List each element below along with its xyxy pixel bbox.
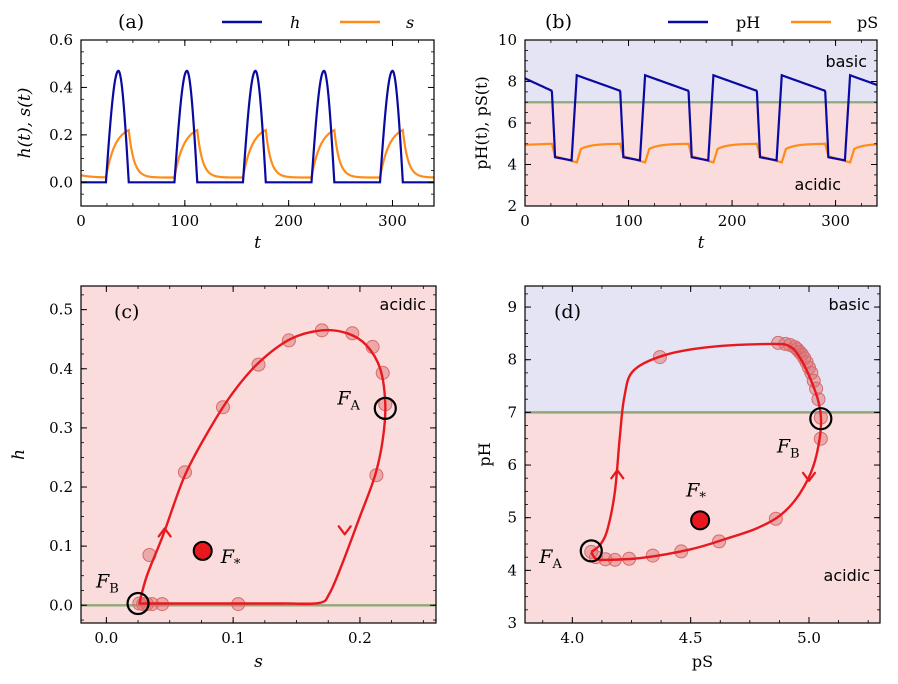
acidic-region: [81, 286, 436, 623]
y-tick-label: 4: [507, 156, 517, 174]
acidic-region: [525, 102, 877, 206]
series-pH-line: [525, 73, 877, 162]
region-label-basic: basic: [825, 52, 867, 71]
legend-pH-label: pH: [736, 13, 760, 32]
fixed-point-label: FB: [776, 436, 800, 462]
fixed-point-marker: [126, 591, 150, 616]
y-tick-label: 0.3: [49, 419, 73, 437]
x-tick-label: 0.0: [94, 629, 118, 647]
y-tick-label: 0.4: [49, 360, 73, 378]
fixed-point-label: FA: [538, 546, 562, 572]
legend-h-label: h: [290, 13, 300, 32]
region-label-acidic: acidic: [380, 295, 426, 314]
y-tick-label: 7: [507, 403, 517, 421]
panel-frame-4: [524, 285, 881, 624]
x-tick-label: 0: [76, 212, 86, 230]
y-tick-label: 6: [507, 114, 517, 132]
y-tick-label: 4: [507, 561, 517, 579]
y-tick-label: 9: [507, 298, 517, 316]
x-tick-label: 4.5: [679, 629, 703, 647]
x-axis-label: t: [254, 233, 261, 253]
direction-arrow: [801, 471, 817, 482]
basic-region: [525, 40, 877, 103]
y-axis-label: h: [9, 449, 29, 460]
x-axis-label: pS: [692, 652, 713, 671]
legend-pS-label: pS: [857, 13, 878, 32]
panel-label-a: (a): [118, 11, 144, 33]
y-tick-label: 6: [507, 456, 517, 474]
x-tick-label: 100: [614, 212, 643, 230]
x-axis-label: t: [698, 233, 705, 253]
panel-label-b: (b): [545, 11, 572, 33]
fixed-point-marker: [192, 540, 213, 561]
fixed-point-marker: [690, 510, 711, 531]
y-tick-label: 10: [498, 31, 517, 49]
y-axis-label: h(t), s(t): [15, 88, 35, 159]
y-tick-label: 0.5: [49, 301, 73, 319]
series-s-line: [81, 128, 434, 180]
x-axis-label: s: [254, 652, 263, 672]
y-tick-label: 0.6: [49, 31, 73, 49]
x-tick-label: 4.0: [560, 629, 584, 647]
x-tick-label: 0.2: [348, 629, 372, 647]
fixed-point-marker: [373, 396, 397, 420]
limit-cycle-trajectory: [138, 328, 387, 605]
fixed-point-label: FA: [336, 387, 360, 413]
fixed-point-marker: [809, 407, 833, 431]
fixed-point-marker: [579, 539, 603, 563]
fixed-point-label: F*: [220, 546, 241, 572]
direction-arrow: [157, 527, 172, 538]
y-tick-label: 0.0: [49, 173, 73, 191]
x-tick-label: 300: [821, 212, 850, 230]
y-tick-label: 0.2: [49, 126, 73, 144]
y-tick-label: 3: [507, 614, 517, 632]
fixed-point-label: FB: [95, 570, 119, 596]
series-h-line: [81, 69, 434, 184]
x-tick-label: 5.0: [797, 629, 821, 647]
y-tick-label: 0.4: [49, 78, 73, 96]
direction-arrow: [610, 469, 625, 480]
y-axis-label: pH: [475, 442, 494, 466]
y-tick-label: 8: [507, 73, 517, 91]
y-tick-label: 5: [507, 509, 517, 527]
y-tick-label: 8: [507, 351, 517, 369]
legend-s-label: s: [406, 13, 414, 32]
x-tick-label: 200: [274, 212, 303, 230]
panel-label-d: (d): [554, 301, 581, 323]
y-tick-label: 2: [507, 197, 517, 215]
region-label-acidic: acidic: [824, 566, 870, 585]
region-label-acidic: acidic: [795, 175, 841, 194]
x-tick-label: 0: [520, 212, 530, 230]
x-tick-label: 300: [378, 212, 407, 230]
y-axis-label: pH(t), pS(t): [472, 76, 491, 169]
limit-cycle-trajectory: [590, 342, 823, 562]
trajectory-marker: [790, 342, 805, 357]
y-tick-label: 0.1: [49, 537, 73, 555]
fixed-point-label: F*: [685, 479, 706, 505]
panel-label-c: (c): [114, 301, 139, 323]
x-tick-label: 200: [718, 212, 747, 230]
x-tick-label: 0.1: [221, 629, 245, 647]
basic-region: [525, 286, 880, 413]
y-tick-label: 0.2: [49, 478, 73, 496]
panel-frame-3: [80, 285, 437, 624]
region-label-basic: basic: [828, 295, 870, 314]
x-tick-label: 100: [171, 212, 200, 230]
direction-arrow: [337, 525, 352, 536]
y-tick-label: 0.0: [49, 596, 73, 614]
